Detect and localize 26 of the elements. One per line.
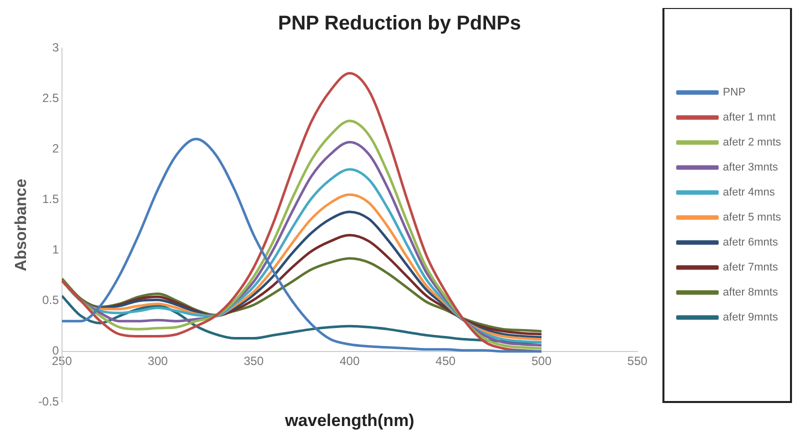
y-tick-label: 0.5	[42, 293, 60, 308]
legend-label: afetr 5 mnts	[722, 212, 782, 224]
legend-label: afetr 9mnts	[722, 312, 778, 324]
x-tick-label: 450	[436, 354, 456, 368]
legend-label: afetr 4mns	[722, 186, 776, 199]
x-tick-label: 300	[148, 354, 168, 368]
y-tick-label: 3	[52, 40, 60, 54]
x-tick-label: 400	[340, 354, 360, 368]
y-tick-label: 1	[52, 242, 60, 257]
legend-label: after 3mnts	[722, 162, 778, 174]
legend-label: afetr 6mnts	[722, 236, 778, 249]
legend-label: afetr 2 mnts	[722, 136, 782, 149]
legend-label: afetr 7mnts	[722, 262, 778, 274]
x-tick-label: 500	[531, 354, 552, 368]
legend-label: after 8mnts	[722, 286, 778, 299]
x-tick-label: 350	[244, 354, 264, 368]
legend-label: after 1 mnt	[722, 112, 776, 124]
y-axis-title: Absorbance	[13, 178, 30, 272]
y-tick-label: 2	[52, 141, 60, 156]
x-tick-label: 550	[627, 354, 648, 368]
chart-title: PNP Reduction by PdNPs	[278, 12, 522, 35]
y-tick-label: 1.5	[42, 192, 60, 206]
legend-label: PNP	[722, 86, 746, 99]
y-tick-label: -0.5	[38, 394, 60, 408]
y-tick-label: 2.5	[42, 90, 60, 105]
x-axis-title: wavelength(nm)	[284, 411, 414, 430]
